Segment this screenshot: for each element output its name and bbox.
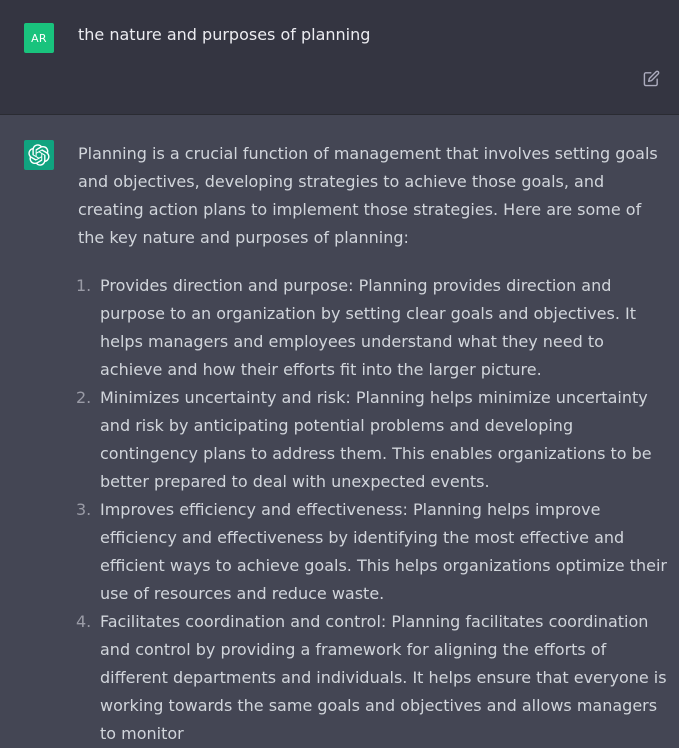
edit-icon[interactable]: [643, 70, 660, 87]
assistant-response: Planning is a crucial function of manage…: [76, 140, 668, 748]
list-item-text: Provides direction and purpose: Planning…: [100, 276, 637, 379]
list-item-text: Minimizes uncertainty and risk: Planning…: [100, 388, 652, 491]
list-item-number: 1.: [76, 276, 92, 295]
list-item: 4. Facilitates coordination and control:…: [76, 608, 668, 748]
list-item-number: 3.: [76, 500, 92, 519]
assistant-message: Planning is a crucial function of manage…: [0, 115, 679, 743]
user-message: AR the nature and purposes of planning: [0, 0, 679, 115]
user-message-text: the nature and purposes of planning: [78, 25, 371, 44]
list-item-text: Facilitates coordination and control: Pl…: [100, 612, 667, 743]
list-item-number: 4.: [76, 612, 92, 631]
key-points-list: 1. Provides direction and purpose: Plann…: [76, 272, 668, 748]
list-item-number: 2.: [76, 388, 92, 407]
list-item: 3. Improves efficiency and effectiveness…: [76, 496, 668, 608]
openai-logo-icon: [24, 140, 54, 170]
list-item-text: Improves efficiency and effectiveness: P…: [100, 500, 667, 603]
list-item: 2. Minimizes uncertainty and risk: Plann…: [76, 384, 668, 496]
response-intro: Planning is a crucial function of manage…: [78, 144, 658, 247]
list-item: 1. Provides direction and purpose: Plann…: [76, 272, 668, 384]
user-avatar: AR: [24, 23, 54, 53]
